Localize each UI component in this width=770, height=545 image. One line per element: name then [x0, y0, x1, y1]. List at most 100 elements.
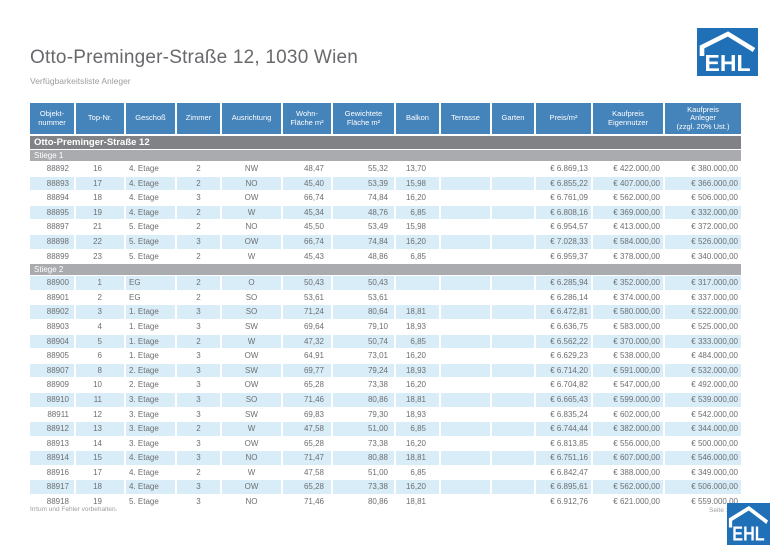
cell-gewichtete: 79,24: [332, 363, 396, 379]
column-header-kp-anl: Kaufpreis Anleger (zzgl. 20% Ust.): [664, 103, 741, 136]
cell-balkon: 18,93: [395, 319, 441, 335]
cell-ausrichtung: OW: [221, 377, 283, 393]
cell-preis: € 6.704,82: [535, 377, 593, 393]
cell-kp-eig: € 378.000,00: [592, 249, 665, 265]
table-row: 88912 13 3. Etage 2 W 47,58 51,00 6,85 € 6.744,4…: [30, 421, 741, 437]
cell-gewichtete: 80,88: [332, 450, 396, 466]
cell-ausrichtung: OW: [221, 190, 283, 206]
cell-garten: [491, 275, 536, 291]
table-row: 88916 17 4. Etage 2 W 47,58 51,00 6,85 € 6.842,4…: [30, 465, 741, 481]
column-header-preis: Preis/m²: [535, 103, 593, 136]
table-header-row: Objekt- nummer Top-Nr. Geschoß Zimmer Ausric…: [30, 103, 741, 136]
cell-ausrichtung: O: [221, 275, 283, 291]
cell-objektnummer: 88912: [30, 421, 76, 437]
cell-wohnflaeche: 45,50: [282, 219, 333, 235]
cell-topnr: 17: [75, 465, 126, 481]
table-row: 88893 17 4. Etage 2 NO 45,40 53,39 15,98 € 6.855…: [30, 176, 741, 192]
cell-topnr: 21: [75, 219, 126, 235]
cell-objektnummer: 88894: [30, 190, 76, 206]
cell-preis: € 6.808,16: [535, 205, 593, 221]
cell-topnr: 10: [75, 377, 126, 393]
cell-kp-eig: € 591.000,00: [592, 363, 665, 379]
section-header-label: Stiege 2: [30, 263, 741, 277]
cell-ausrichtung: OW: [221, 436, 283, 452]
cell-zimmer: 3: [176, 479, 222, 496]
cell-balkon: [395, 275, 441, 291]
cell-kp-anl: € 546.000,00: [664, 450, 741, 466]
cell-balkon: 13,70: [395, 161, 441, 177]
cell-gewichtete: 80,86: [332, 494, 396, 510]
cell-gewichtete: 80,86: [332, 392, 396, 408]
cell-terrasse: [440, 290, 492, 306]
cell-topnr: 17: [75, 176, 126, 192]
cell-ausrichtung: NW: [221, 161, 283, 177]
cell-topnr: 13: [75, 421, 126, 437]
cell-garten: [491, 479, 536, 496]
cell-preis: € 6.869,13: [535, 161, 593, 177]
cell-objektnummer: 88892: [30, 161, 76, 177]
group-header-row: Otto-Preminger-Straße 12: [30, 135, 741, 150]
table-row: 88907 8 2. Etage 3 SW 69,77 79,24 18,93 € 6.714,…: [30, 363, 741, 379]
cell-objektnummer: 88910: [30, 392, 76, 408]
cell-geschoss: 3. Etage: [125, 421, 177, 437]
table-wrap: Objekt- nummer Top-Nr. Geschoß Zimmer Ausric…: [30, 103, 741, 510]
cell-objektnummer: 88917: [30, 479, 76, 496]
cell-geschoss: 4. Etage: [125, 176, 177, 192]
column-header-objektnummer: Objekt- nummer: [30, 103, 76, 136]
cell-preis: € 6.835,24: [535, 407, 593, 423]
cell-preis: € 6.842,47: [535, 465, 593, 481]
cell-kp-eig: € 599.000,00: [592, 392, 665, 408]
cell-objektnummer: 88905: [30, 348, 76, 364]
cell-ausrichtung: W: [221, 334, 283, 350]
cell-topnr: 19: [75, 494, 126, 510]
cell-wohnflaeche: 65,28: [282, 377, 333, 393]
cell-zimmer: 3: [176, 450, 222, 466]
cell-topnr: 4: [75, 319, 126, 335]
cell-wohnflaeche: 50,43: [282, 275, 333, 291]
cell-topnr: 1: [75, 275, 126, 291]
cell-ausrichtung: NO: [221, 494, 283, 510]
cell-kp-eig: € 538.000,00: [592, 348, 665, 364]
cell-kp-anl: € 380.000,00: [664, 161, 741, 177]
cell-gewichtete: 48,86: [332, 249, 396, 265]
cell-objektnummer: 88909: [30, 377, 76, 393]
cell-garten: [491, 392, 536, 408]
cell-objektnummer: 88895: [30, 205, 76, 221]
cell-terrasse: [440, 234, 492, 250]
cell-garten: [491, 465, 536, 481]
cell-kp-eig: € 562.000,00: [592, 190, 665, 206]
cell-wohnflaeche: 71,46: [282, 494, 333, 510]
cell-kp-anl: € 506.000,00: [664, 190, 741, 206]
cell-kp-eig: € 413.000,00: [592, 219, 665, 235]
cell-garten: [491, 234, 536, 250]
cell-kp-anl: € 366.000,00: [664, 176, 741, 192]
cell-geschoss: 3. Etage: [125, 407, 177, 423]
cell-kp-anl: € 340.000,00: [664, 249, 741, 265]
cell-gewichtete: 74,84: [332, 190, 396, 206]
cell-garten: [491, 377, 536, 393]
cell-kp-anl: € 332.000,00: [664, 205, 741, 221]
column-header-garten: Garten: [491, 103, 536, 136]
cell-zimmer: 2: [176, 275, 222, 291]
cell-wohnflaeche: 64,91: [282, 348, 333, 364]
cell-topnr: 12: [75, 407, 126, 423]
cell-gewichtete: 50,43: [332, 275, 396, 291]
cell-balkon: [395, 290, 441, 306]
cell-terrasse: [440, 348, 492, 364]
cell-objektnummer: 88897: [30, 219, 76, 235]
cell-topnr: 15: [75, 450, 126, 466]
cell-wohnflaeche: 48,47: [282, 161, 333, 177]
cell-topnr: 14: [75, 436, 126, 452]
cell-zimmer: 2: [176, 421, 222, 437]
cell-objektnummer: 88907: [30, 363, 76, 379]
cell-balkon: 6,85: [395, 465, 441, 481]
cell-preis: € 6.665,43: [535, 392, 593, 408]
cell-balkon: 18,93: [395, 407, 441, 423]
cell-garten: [491, 190, 536, 206]
cell-kp-eig: € 422.000,00: [592, 161, 665, 177]
cell-ausrichtung: SO: [221, 392, 283, 408]
cell-terrasse: [440, 377, 492, 393]
cell-wohnflaeche: 47,58: [282, 465, 333, 481]
cell-geschoss: 4. Etage: [125, 205, 177, 221]
cell-garten: [491, 290, 536, 306]
